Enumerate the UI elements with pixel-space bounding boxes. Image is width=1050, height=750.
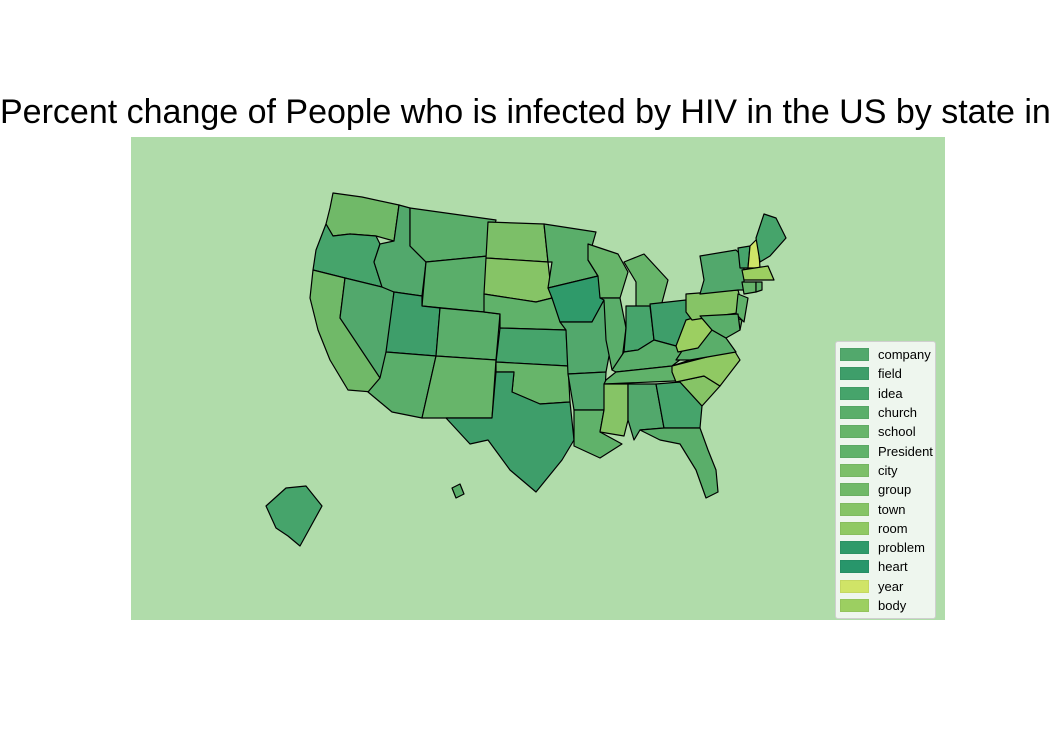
state-ar — [567, 371, 607, 411]
legend-item: group — [836, 480, 935, 499]
map-area — [131, 137, 945, 620]
state-me — [755, 213, 787, 263]
legend-label: year — [878, 578, 904, 594]
legend-label: problem — [878, 540, 925, 556]
state-md — [699, 313, 741, 339]
state-nj — [735, 293, 749, 323]
legend-swatch — [840, 425, 869, 439]
state-fl — [639, 427, 719, 499]
legend-swatch — [840, 367, 869, 381]
legend-label: room — [878, 520, 908, 536]
legend-item: idea — [836, 384, 935, 403]
legend-swatch — [840, 579, 869, 593]
state-ma — [741, 265, 775, 281]
legend-label: company — [878, 347, 931, 363]
state-ny — [699, 249, 745, 295]
us-state-map — [131, 137, 945, 620]
legend-swatch — [840, 502, 869, 516]
legend-swatch — [840, 463, 869, 477]
legend-swatch — [840, 386, 869, 400]
legend-item: field — [836, 364, 935, 383]
state-ct — [741, 281, 757, 295]
legend-label: President — [878, 443, 933, 459]
state-ri — [755, 281, 763, 293]
legend: company field idea church school President cit… — [835, 341, 936, 620]
state-ms — [599, 383, 629, 437]
legend-label: city — [878, 462, 898, 478]
legend-label: church — [878, 405, 918, 421]
map-title: Percent change of People who is infected… — [0, 93, 1050, 131]
legend-swatch — [840, 521, 869, 535]
legend-item: problem — [836, 538, 935, 557]
legend-item: President — [836, 441, 935, 460]
legend-swatch — [840, 348, 869, 362]
legend-item: body — [836, 596, 935, 615]
legend-item: room — [836, 519, 935, 538]
state-hi — [451, 483, 465, 499]
legend-swatch — [840, 444, 869, 458]
legend-label: idea — [878, 385, 903, 401]
legend-label: field — [878, 366, 902, 382]
legend-item: heart — [836, 557, 935, 576]
legend-label: body — [878, 598, 907, 613]
legend-swatch — [840, 560, 869, 574]
legend-swatch — [840, 483, 869, 497]
legend-swatch — [840, 599, 869, 612]
legend-swatch — [840, 406, 869, 420]
state-co — [435, 307, 501, 361]
legend-item: year — [836, 577, 935, 596]
state-ks — [495, 327, 569, 367]
legend-label: group — [878, 482, 912, 498]
legend-item: school — [836, 422, 935, 441]
legend-label: heart — [878, 559, 908, 575]
state-ak — [265, 485, 323, 547]
state-wy — [421, 255, 489, 313]
legend-label: town — [878, 501, 906, 517]
legend-label: school — [878, 424, 916, 440]
state-tx — [445, 371, 575, 493]
legend-item: church — [836, 403, 935, 422]
legend-swatch — [840, 541, 869, 555]
state-nd — [485, 221, 549, 263]
legend-item: city — [836, 461, 935, 480]
legend-item: town — [836, 499, 935, 518]
legend-item: company — [836, 345, 935, 364]
